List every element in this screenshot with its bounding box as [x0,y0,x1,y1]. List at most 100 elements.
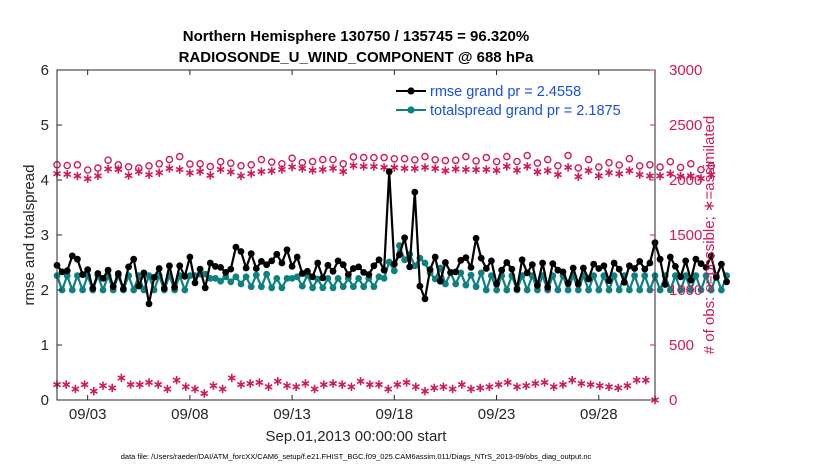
obs-possible-marker [186,160,194,168]
rmse-point [707,252,715,260]
obs-possible-marker [533,159,542,167]
rmse-point [554,266,562,274]
rmse-point [89,285,97,292]
obs-possible-marker [390,154,399,163]
obs-possible-marker [329,155,337,164]
obs-assimilated-marker [390,163,399,172]
rmse-point [641,265,649,273]
obs-assimilated-low-marker [154,380,163,389]
totalspread-point [488,272,495,280]
obs-assimilated-low-marker [365,380,374,389]
rmse-point [380,266,388,274]
rmse-point [145,300,153,308]
obs-assimilated-low-marker [393,380,402,389]
rmse-point [99,275,107,282]
obs-assimilated-marker [574,172,583,181]
obs-assimilated-marker [308,166,317,175]
totalspread-point [355,275,362,282]
rmse-point [672,263,679,270]
x-axis: 09/03 09/08 09/13 09/18 09/23 09/28 [69,70,618,423]
totalspread-point [339,283,347,291]
rmse-point [171,283,179,291]
rmse-point [79,271,86,278]
y-left-tick-label: 5 [41,117,49,134]
obs-assimilated-marker [553,170,562,179]
obs-possible-marker [472,157,480,165]
obs-possible-marker [595,163,603,171]
totalspread-point [687,286,695,294]
totalspread-point [350,283,357,291]
totalspread-point [58,286,66,294]
obs-assimilated-low-marker [384,384,393,394]
totalspread-point [181,286,189,294]
obs-assimilated-marker [124,171,133,180]
obs-assimilated-marker [512,166,522,175]
obs-assimilated-low-marker [485,382,494,391]
obs-possible-marker [145,162,153,170]
obs-assimilated-marker [696,174,706,183]
rmse-point [176,262,184,270]
legend: rmse grand pr = 2.4558 totalspread grand… [394,82,652,120]
legend-rmse-marker [407,87,415,95]
obs-assimilated-low-marker [632,376,641,385]
obs-possible-marker [226,159,235,167]
rmse-point [692,255,700,263]
obs-assimilated-low-marker [466,384,476,394]
obs-assimilated-marker [339,167,348,176]
rmse-point [135,282,143,290]
obs-assimilated-marker [533,167,542,177]
obs-assimilated-marker [277,165,286,174]
totalspread-point [482,286,490,294]
obs-possible-marker [196,159,204,168]
totalspread-point [411,262,419,270]
rmse-point [457,256,465,264]
totalspread-point [273,275,281,282]
totalspread-point [467,271,475,279]
x-tick-label: 09/23 [478,406,516,423]
obs-assimilated-marker [196,167,205,176]
rmse-point [574,280,582,288]
totalspread-point [99,286,107,294]
totalspread-point [212,275,219,282]
obs-assimilated-low-marker [494,380,503,389]
obs-possible-marker [523,151,532,160]
rmse-point [120,285,127,293]
rmse-point [237,248,245,255]
obs-assimilated-low-marker [356,377,365,386]
totalspread-point [442,280,449,288]
rmse-point [559,268,567,276]
obs-assimilated-marker [349,161,358,170]
rmse-point [580,264,587,272]
totalspread-point [130,286,138,294]
obs-assimilated-low-marker [227,373,236,383]
rmse-point [447,269,454,276]
obs-assimilated-marker [523,162,532,171]
rmse-point [406,263,414,271]
obs-assimilated-low-marker [328,379,338,388]
y-right-tick-label: 0 [669,392,677,409]
obs-assimilated-marker [625,166,634,175]
rmse-point [493,280,500,288]
totalspread-point [421,259,429,267]
totalspread-point [472,283,480,291]
obs-assimilated-marker [492,166,501,175]
obs-assimilated-marker [420,163,430,172]
rmse-point [191,279,199,287]
totalspread-point [288,275,296,282]
obs-assimilated-low-marker [439,382,448,391]
obs-assimilated-marker [451,164,460,174]
obs-possible-marker [288,154,296,162]
totalspread-point [298,282,306,290]
obs-assimilated-marker [645,171,654,181]
obs-possible-marker [359,153,368,162]
rmse-point [646,259,654,267]
y-left-tick-label: 2 [41,282,49,299]
totalspread-point [247,283,255,291]
y-right-tick-label: 2500 [669,117,702,134]
rmse-point [370,262,378,270]
rmse-point [375,256,383,264]
rmse-point [390,260,398,268]
y-left-tick-label: 6 [41,62,49,79]
